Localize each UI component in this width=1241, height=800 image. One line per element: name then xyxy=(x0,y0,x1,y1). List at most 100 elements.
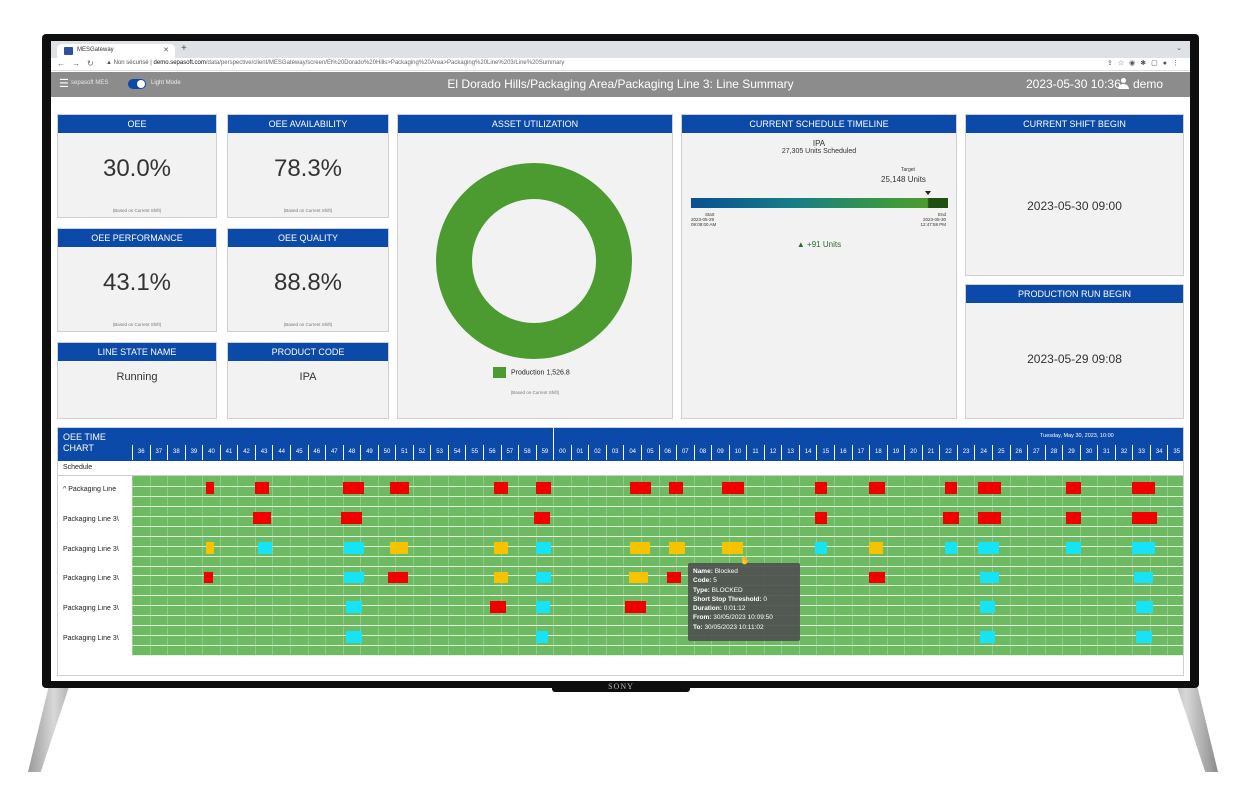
idle-event[interactable] xyxy=(1135,601,1154,614)
lane-label[interactable]: Packaging Line 3\ xyxy=(63,605,119,613)
close-icon[interactable]: ✕ xyxy=(163,47,169,54)
starved-event[interactable] xyxy=(721,541,743,554)
blocked-event[interactable] xyxy=(1132,511,1157,524)
idle-event[interactable] xyxy=(1132,541,1156,554)
minute-tick: 06 xyxy=(658,445,677,460)
sidepanel-icon[interactable]: ▢ xyxy=(1151,60,1163,67)
app-header: ☰ sepasoft MES Light Mode El Dorado Hill… xyxy=(51,72,1190,97)
idle-event[interactable] xyxy=(535,601,550,614)
idle-event[interactable] xyxy=(258,541,273,554)
starved-event[interactable] xyxy=(628,571,648,584)
blocked-event[interactable] xyxy=(533,511,550,524)
minute-tick: 38 xyxy=(167,445,185,460)
idle-event[interactable] xyxy=(1135,631,1152,644)
blocked-event[interactable] xyxy=(814,511,827,524)
legend-value: 1,526.8 xyxy=(546,369,570,377)
blocked-event[interactable] xyxy=(721,482,745,494)
blocked-event[interactable] xyxy=(942,511,959,524)
idle-event[interactable] xyxy=(344,571,364,584)
blocked-event[interactable] xyxy=(205,482,215,494)
blocked-event[interactable] xyxy=(814,482,827,494)
blocked-event[interactable] xyxy=(388,571,408,584)
idle-event[interactable] xyxy=(979,631,996,644)
target-label: Target xyxy=(901,167,915,173)
hamburger-menu-icon[interactable]: ☰ xyxy=(59,78,69,90)
profile-icon[interactable]: ● xyxy=(1162,60,1172,67)
blocked-event[interactable] xyxy=(253,511,271,524)
chevron-down-icon[interactable]: ⌄ xyxy=(1176,45,1182,52)
light-mode-toggle[interactable] xyxy=(128,79,146,89)
idle-event[interactable] xyxy=(535,541,552,554)
idle-event[interactable] xyxy=(535,571,552,584)
forward-icon[interactable]: → xyxy=(72,59,80,68)
starved-event[interactable] xyxy=(869,541,884,554)
lane-label[interactable]: Packaging Line 3\ xyxy=(63,545,119,553)
blocked-event[interactable] xyxy=(869,571,885,584)
schedule-end: End 2023-05-30 12:47:58 PM xyxy=(920,212,946,227)
minute-tick: 39 xyxy=(184,445,203,460)
blocked-event[interactable] xyxy=(203,571,213,584)
blocked-event[interactable] xyxy=(667,571,682,584)
minute-tick: 55 xyxy=(465,445,483,460)
idle-event[interactable] xyxy=(979,601,996,614)
minute-tick: 46 xyxy=(307,445,326,460)
user-icon[interactable] xyxy=(1118,78,1129,89)
starved-event[interactable] xyxy=(493,571,508,584)
blocked-event[interactable] xyxy=(254,482,269,494)
url-field[interactable]: ▲ Non sécurisé | demo.sepasoft.com/data/… xyxy=(106,60,565,66)
blocked-event[interactable] xyxy=(1065,511,1082,524)
blocked-event[interactable] xyxy=(977,482,1001,494)
blocked-event[interactable] xyxy=(669,482,684,494)
starved-event[interactable] xyxy=(389,541,408,554)
starved-event[interactable] xyxy=(669,541,685,554)
blocked-event[interactable] xyxy=(944,482,957,494)
lane-label[interactable]: Packaging Line 3\ xyxy=(63,635,119,643)
blocked-event[interactable] xyxy=(340,511,362,524)
minute-tick: 47 xyxy=(325,445,343,460)
blocked-event[interactable] xyxy=(630,482,652,494)
lane-label[interactable]: ^ Packaging Line xyxy=(63,485,117,493)
blocked-event[interactable] xyxy=(1132,482,1156,494)
share-icon[interactable]: ⇪ xyxy=(1107,60,1118,67)
idle-event[interactable] xyxy=(346,631,362,644)
blocked-event[interactable] xyxy=(869,482,885,494)
new-tab-icon[interactable]: + xyxy=(181,43,187,54)
blocked-event[interactable] xyxy=(625,601,647,614)
extension-icon[interactable]: ◉ xyxy=(1129,60,1141,67)
minute-tick: 14 xyxy=(798,445,817,460)
blocked-event[interactable] xyxy=(389,482,410,494)
idle-event[interactable] xyxy=(977,541,999,554)
minute-axis: Tuesday, May 30, 2023, 10:00 36 37 38 39 40 4… xyxy=(132,428,1183,461)
idle-event[interactable] xyxy=(944,541,957,554)
idle-event[interactable] xyxy=(1134,571,1154,584)
back-icon[interactable]: ← xyxy=(57,59,65,68)
lane-label[interactable]: Packaging Line 3\ xyxy=(63,575,119,583)
idle-event[interactable] xyxy=(346,601,362,614)
card-title: CURRENT SCHEDULE TIMELINE xyxy=(682,115,956,133)
starved-event[interactable] xyxy=(493,541,508,554)
idle-event[interactable] xyxy=(535,631,548,644)
blocked-event[interactable] xyxy=(977,511,1001,524)
puzzle-icon[interactable]: ✱ xyxy=(1140,60,1152,67)
idle-event[interactable] xyxy=(1065,541,1082,554)
idle-event[interactable] xyxy=(979,571,999,584)
kebab-menu-icon[interactable]: ⋮ xyxy=(1172,60,1184,67)
idle-event[interactable] xyxy=(814,541,827,554)
browser-tab[interactable]: MESGateway ✕ xyxy=(57,44,175,58)
blocked-event[interactable] xyxy=(1065,482,1082,494)
reload-icon[interactable]: ↻ xyxy=(87,59,94,68)
browser-tab-bar: MESGateway ✕ + ⌄ xyxy=(51,41,1190,58)
blocked-event[interactable] xyxy=(535,482,552,494)
lane-divider xyxy=(132,525,1183,527)
star-icon[interactable]: ☆ xyxy=(1117,60,1130,67)
blocked-event[interactable] xyxy=(342,482,364,494)
idle-event[interactable] xyxy=(344,541,364,554)
user-name[interactable]: demo xyxy=(1133,77,1164,91)
blocked-event[interactable] xyxy=(493,482,508,494)
blocked-event[interactable] xyxy=(490,601,506,614)
tab-title: MESGateway xyxy=(77,47,114,53)
lane-label[interactable]: Packaging Line 3\ xyxy=(63,515,119,523)
production-slice[interactable] xyxy=(436,163,632,359)
starved-event[interactable] xyxy=(205,541,215,554)
starved-event[interactable] xyxy=(630,541,650,554)
